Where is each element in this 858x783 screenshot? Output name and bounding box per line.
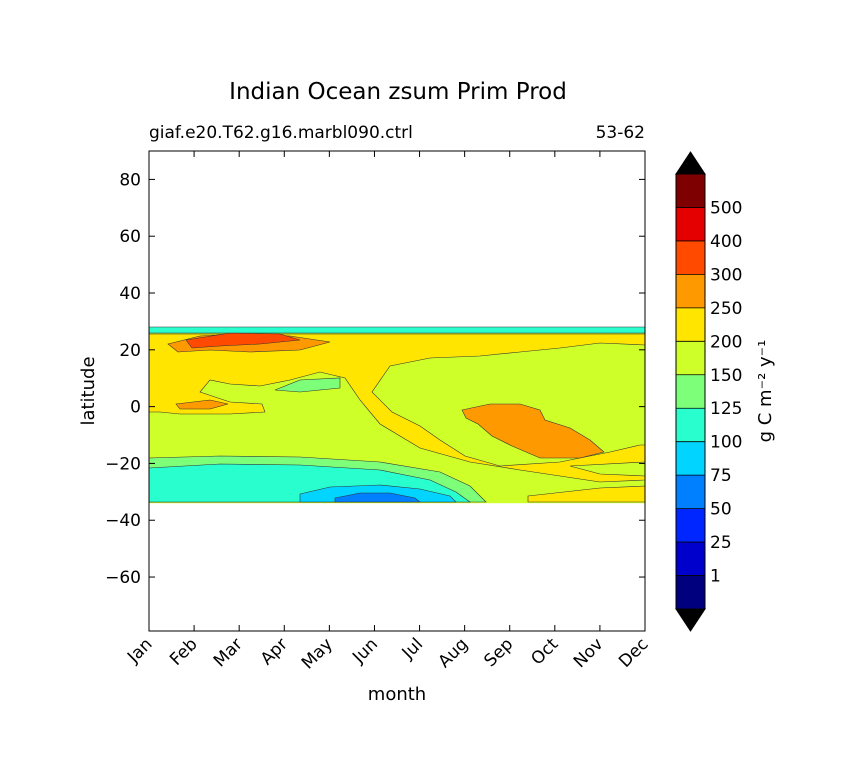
colorbar-segment <box>676 374 705 409</box>
contour-region <box>527 485 645 503</box>
x-tick-label: Mar <box>210 634 247 671</box>
colorbar-segment <box>676 441 705 476</box>
y-tick-label: 80 <box>119 170 141 190</box>
colorbar-tick-label: 125 <box>710 399 742 419</box>
contour-region <box>334 492 421 503</box>
contour-region <box>461 403 605 459</box>
contour-fill <box>149 326 645 504</box>
colorbar-segment <box>676 207 705 241</box>
colorbar-tick-label: 50 <box>710 500 732 520</box>
y-tick-label: −60 <box>105 568 141 588</box>
colorbar-extend-bottom <box>675 608 706 632</box>
y-tick-label: −40 <box>105 511 141 531</box>
colorbar-frame <box>675 173 706 610</box>
x-tick-label: May <box>298 634 337 673</box>
colorbar-tick-label: 400 <box>710 232 742 252</box>
contour-region <box>149 326 645 334</box>
colorbar-tick-label: 100 <box>710 433 742 453</box>
y-tick-label: −20 <box>105 454 141 474</box>
colorbar-tick-label: 150 <box>710 366 742 386</box>
colorbar-segment <box>676 408 705 442</box>
x-tick-label: Jan <box>123 634 156 667</box>
chart-subtitle-left: giaf.e20.T62.g16.marbl090.ctrl <box>149 123 413 143</box>
colorbar-tick-label: 500 <box>710 198 742 218</box>
colorbar-tick-label: 25 <box>710 533 732 553</box>
colorbar-tick-label: 250 <box>710 299 742 319</box>
contour-region <box>175 399 229 410</box>
x-tick-label: Apr <box>257 634 292 669</box>
colorbar-segment <box>676 240 705 275</box>
colorbar-segment <box>676 542 705 576</box>
colorbar-extend-top <box>675 151 706 175</box>
y-tick-label: 60 <box>119 227 141 247</box>
y-axis: 80 60 40 20 0 −20 −40 −60 <box>105 170 645 588</box>
colorbar-segment <box>676 307 705 342</box>
colorbar-label: g C m⁻² y⁻¹ <box>755 340 776 443</box>
colorbar-segment <box>676 341 705 375</box>
x-tick-label: Jun <box>348 634 382 668</box>
colorbar-tick-label: 1 <box>710 567 721 587</box>
x-tick-label: Sep <box>480 634 517 671</box>
colorbar-segment <box>676 274 705 308</box>
colorbar-tick-label: 75 <box>710 466 732 486</box>
colorbar-segment <box>676 475 705 509</box>
x-tick-label: Aug <box>435 634 473 672</box>
colorbar-segment <box>676 174 705 208</box>
colorbar-tick-label: 300 <box>710 265 742 285</box>
x-tick-label: Dec <box>615 634 652 671</box>
x-tick-label: Feb <box>166 634 201 669</box>
contour-region <box>569 461 645 477</box>
colorbar-segment <box>676 508 705 543</box>
colorbar-segment <box>676 575 705 609</box>
x-tick-label: Nov <box>570 634 608 672</box>
contour-region <box>274 377 341 393</box>
x-tick-label: Oct <box>527 634 562 669</box>
x-axis-label: month <box>368 684 426 705</box>
plot-frame <box>148 150 646 632</box>
y-tick-label: 40 <box>119 284 141 304</box>
colorbar-tick-label: 200 <box>710 332 742 352</box>
chart-subtitle-right: 53-62 <box>596 123 645 143</box>
x-tick-label: Jul <box>398 634 427 663</box>
y-axis-label: latitude <box>78 356 99 425</box>
chart-title: Indian Ocean zsum Prim Prod <box>229 79 567 105</box>
y-tick-label: 20 <box>119 341 141 361</box>
contour-region <box>149 333 645 483</box>
y-tick-label: 0 <box>130 398 141 418</box>
